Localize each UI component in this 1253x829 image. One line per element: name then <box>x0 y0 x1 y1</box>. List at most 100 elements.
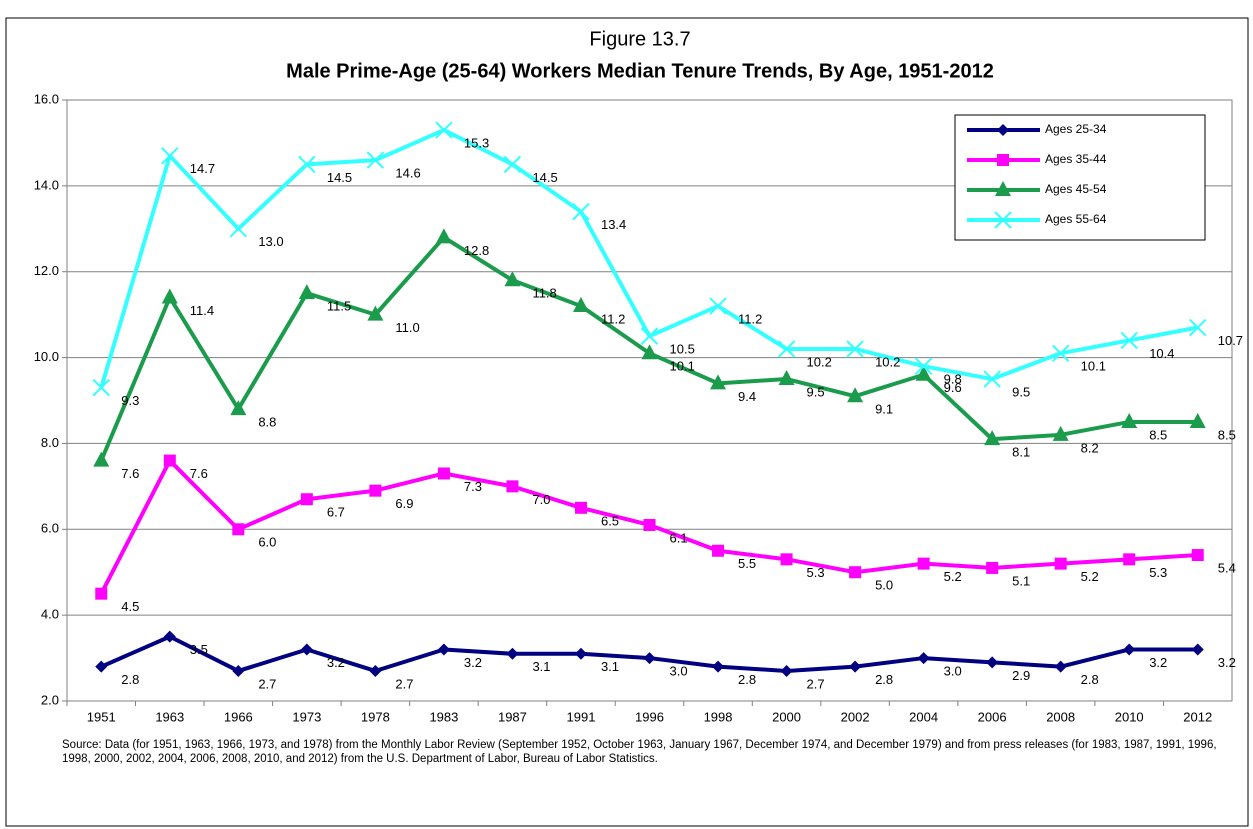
data-point <box>712 544 725 557</box>
data-point <box>367 305 384 321</box>
data-point <box>574 647 587 660</box>
data-point <box>1123 553 1136 566</box>
data-point <box>572 297 589 313</box>
data-label: 15.3 <box>464 135 489 150</box>
data-label: 11.8 <box>532 286 556 301</box>
legend-label: Ages 45-54 <box>1045 182 1107 196</box>
data-label: 2.9 <box>1012 668 1030 683</box>
data-label: 9.1 <box>875 402 893 417</box>
data-label: 5.2 <box>1081 569 1099 584</box>
legend-marker <box>997 154 1009 166</box>
x-tick-label: 1966 <box>224 709 253 724</box>
data-point <box>1123 643 1136 656</box>
data-point <box>92 378 110 397</box>
data-label: 3.2 <box>1149 655 1167 670</box>
data-label: 10.2 <box>875 354 900 369</box>
legend-label: Ages 25-34 <box>1045 122 1107 136</box>
data-point <box>1051 344 1070 362</box>
data-point <box>506 647 519 660</box>
data-point <box>1121 412 1138 428</box>
data-label: 6.5 <box>601 513 619 528</box>
data-point <box>983 370 1001 388</box>
x-tick-label: 1998 <box>704 709 733 724</box>
data-label: 3.1 <box>601 659 619 674</box>
source-note: Source: Data (for 1951, 1963, 1966, 1973… <box>62 739 1217 765</box>
data-label: 10.7 <box>1218 333 1243 348</box>
data-point <box>641 344 658 360</box>
data-point <box>643 652 656 665</box>
data-label: 9.8 <box>944 372 962 387</box>
data-point <box>437 467 450 480</box>
data-point <box>780 664 793 677</box>
data-label: 2.7 <box>395 676 413 691</box>
data-point <box>712 660 725 673</box>
data-label: 6.0 <box>258 535 276 550</box>
x-tick-label: 1951 <box>87 709 116 724</box>
data-label: 11.5 <box>327 299 351 314</box>
data-point <box>95 660 108 673</box>
data-label: 12.8 <box>464 243 489 258</box>
data-point <box>435 121 453 139</box>
data-label: 5.0 <box>875 578 893 593</box>
data-label: 7.6 <box>121 466 139 481</box>
data-point <box>161 288 178 304</box>
data-label: 3.1 <box>532 659 550 674</box>
data-point <box>298 284 315 300</box>
data-label: 3.0 <box>944 664 962 679</box>
data-point <box>849 660 862 673</box>
data-label: 2.8 <box>121 672 139 687</box>
data-label: 2.8 <box>1081 672 1099 687</box>
data-label: 14.5 <box>532 170 557 185</box>
data-point <box>643 518 656 531</box>
data-label: 2.7 <box>807 676 825 691</box>
data-point <box>503 155 522 174</box>
chart-subtitle: Male Prime-Age (25-64) Workers Median Te… <box>286 60 994 82</box>
data-label: 8.5 <box>1218 427 1236 442</box>
data-label: 8.8 <box>258 415 276 430</box>
data-point <box>1189 318 1207 337</box>
x-tick-label: 2000 <box>772 709 801 724</box>
data-label: 7.0 <box>532 492 550 507</box>
data-point <box>366 151 385 169</box>
data-label: 5.1 <box>1012 573 1030 588</box>
data-point <box>574 501 587 514</box>
data-point <box>229 220 248 238</box>
data-point <box>95 587 108 600</box>
data-point <box>232 664 245 677</box>
data-point <box>437 643 450 656</box>
data-point <box>986 561 999 574</box>
data-point <box>93 451 110 467</box>
legend-marker <box>997 124 1009 136</box>
data-label: 7.6 <box>190 466 208 481</box>
data-label: 3.2 <box>327 655 345 670</box>
data-point <box>1191 643 1204 656</box>
data-label: 3.2 <box>464 655 482 670</box>
x-tick-label: 2010 <box>1115 709 1144 724</box>
data-point <box>1052 425 1069 441</box>
data-point <box>369 484 382 497</box>
data-label: 9.5 <box>807 384 825 399</box>
data-point <box>300 493 313 506</box>
data-point <box>1189 412 1206 428</box>
data-label: 11.2 <box>601 311 625 326</box>
data-label: 9.6 <box>944 380 962 395</box>
y-tick-label: 10.0 <box>34 349 59 364</box>
data-label: 9.4 <box>738 389 756 404</box>
data-point <box>298 155 316 174</box>
data-point <box>161 147 179 165</box>
data-label: 3.5 <box>190 642 208 657</box>
y-tick-label: 8.0 <box>41 435 59 450</box>
data-label: 6.1 <box>670 530 688 545</box>
y-tick-label: 16.0 <box>34 91 59 106</box>
data-point <box>915 365 932 381</box>
x-tick-label: 2008 <box>1046 709 1075 724</box>
data-label: 6.9 <box>395 496 413 511</box>
x-tick-label: 1963 <box>155 709 184 724</box>
data-label: 11.0 <box>395 320 419 335</box>
data-label: 6.7 <box>327 505 345 520</box>
data-label: 10.1 <box>670 359 695 374</box>
x-tick-label: 1996 <box>635 709 664 724</box>
data-label: 8.5 <box>1149 427 1167 442</box>
data-label: 4.5 <box>121 599 139 614</box>
